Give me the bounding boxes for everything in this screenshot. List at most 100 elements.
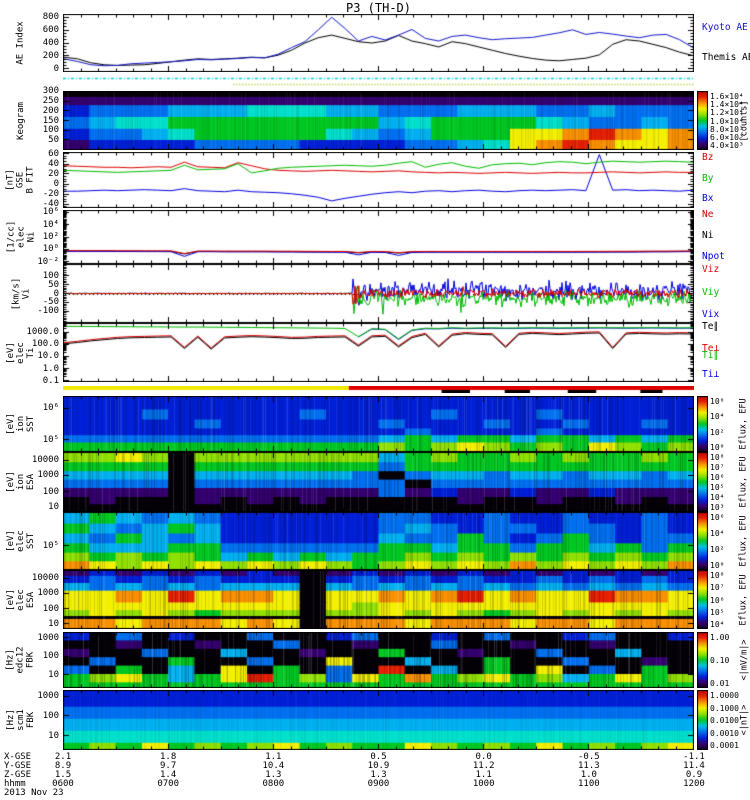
colorbar-keogram [697,91,708,150]
axis-value-hhmm-6: 1200 [683,779,705,789]
panel-esa-elec [63,570,694,629]
y-tick-label: 50 [48,135,59,146]
colorbar-tick-label: 10⁵ [710,483,725,492]
axis-value-x-gse-1: 1.8 [160,752,177,762]
series-label-bz: Bz [702,151,714,163]
axis-value-y-gse-1: 9.7 [160,761,177,771]
y-tick-label: 10⁻² [37,256,59,267]
colorbar-tick-label: 10⁸ [710,453,725,462]
colorbar-esa-ion [697,452,708,512]
colorbar-tick-label: 10⁴ [710,529,725,538]
axis-value-y-gse-4: 11.2 [472,761,495,771]
axis-value-x-gse-5: -0.5 [577,752,600,762]
y-tick-label: 20 [48,168,59,179]
y-tick-label: -40 [42,199,59,210]
axis-value-z-gse-1: 1.4 [160,770,177,780]
axis-value-x-gse-6: -1.1 [683,752,705,762]
panel-roi [63,73,694,90]
y-tick-label: 1000 [37,632,59,643]
axis-value-y-gse-6: 11.4 [683,761,705,771]
y-tick-label: 10000 [31,454,59,465]
y-tick-label: 200 [42,105,59,116]
axis-value-z-gse-4: 1.1 [475,770,492,780]
axis-row-label-y-gse: Y-GSE [4,761,32,771]
colorbar-tick-label: 10⁶ [710,397,725,406]
panel-fbk-scm1 [63,690,694,750]
colorbar-tick-label: 10⁷ [710,463,725,472]
y-tick-label: 1000.0 [26,327,59,338]
colorbar-tick-label: 10² [710,545,725,554]
y-tick-label: 100 [42,486,59,497]
y-tick-label: -100 [37,306,59,317]
axis-value-z-gse-2: 1.3 [265,770,282,780]
y-tick-label: 250 [42,95,59,106]
series-label-npot: Npot [702,250,725,262]
y-tick-label: 10⁴ [42,219,59,230]
colorbar-tick-label: 0.0001 [710,741,739,750]
axis-value-x-gse-0: 2.1 [54,752,72,762]
y-tick-label: 0 [53,179,59,190]
y-tick-label: 60 [48,148,59,159]
colorbar-tick-label: 10⁴ [710,412,725,422]
colorbar-tick-label: 1.2×10⁴ [710,108,744,118]
colorbar-tick-label: 0.0100 [710,716,739,725]
y-tick-label: 300 [42,86,59,96]
axis-value-z-gse-0: 1.5 [54,770,72,780]
y-tick-label: 1000 [37,588,59,598]
axis-value-z-gse-5: 1.0 [580,770,597,780]
colorbar-tick-label: 1.00 [710,633,730,642]
colorbar-unit-fbk-edc12: <|mV/m|> [714,640,750,681]
y-tick-label: -20 [42,189,59,200]
panel-mode-bar [63,386,694,393]
axis-value-z-gse-3: 1.3 [370,770,387,780]
panel-sst-ion [63,396,694,452]
colorbar-tick-label: 1.6×10⁴ [710,92,744,101]
axis-value-x-gse-3: 0.5 [370,752,387,762]
series-label-themis-ae: Themis AE [702,52,750,64]
axis-value-x-gse-4: 0.0 [475,752,492,762]
series-label-viz: Viz [702,264,720,276]
colorbar-tick-label: 10⁶ [710,595,725,605]
colorbar-sst-elec [697,512,708,570]
axis-row-label-x-gse: X-GSE [4,752,32,762]
plot-title: P3 (TH-D) [345,1,412,15]
y-tick-label: 0.1 [42,375,59,386]
y-tick-label: 200 [42,51,59,62]
axis-value-y-gse-3: 10.9 [367,761,390,771]
y-tick-label: 10 [48,670,59,681]
colorbar-sst-ion [697,396,708,452]
axis-value-y-gse-2: 10.4 [262,761,285,771]
series-label-ni: Ni [702,230,714,241]
axis-value-hhmm-3: 0900 [367,779,390,789]
y-tick-label: 100.0 [31,339,59,350]
colorbar-unit-sst-elec: Eflux, EFU [714,515,750,566]
colorbar-tick-label: 10⁷ [710,583,725,593]
colorbar-tick-label: 10⁴ [710,620,725,629]
y-tick-label: 1.0 [42,363,59,374]
colorbar-unit-text: <|mV/m|> [738,639,749,681]
series-label-viy: Viy [702,286,720,298]
series-label-vix: Vix [702,308,720,320]
colorbar-tick-label: 10⁰ [710,561,725,570]
colorbar-tick-label: 1.4×10⁴ [710,100,744,110]
series-label-ti: Ti⊥ [702,369,720,381]
series-label-by: By [702,173,714,184]
axis-value-hhmm-2: 0800 [262,779,285,789]
colorbar-tick-label: 6.0×10³ [710,132,744,142]
y-tick-label: 150 [42,115,59,126]
colorbar-unit-text: Eflux, EFU [739,456,749,508]
colorbar-unit-esa-elec: Eflux, EFU [714,574,750,625]
colorbar-unit-text: Eflux, EFU [739,573,749,626]
y-tick-label: 100 [42,710,59,721]
y-tick-label: 10 [48,502,59,513]
colorbar-esa-elec [697,570,708,629]
y-tick-label: 10⁵ [42,540,59,551]
colorbar-tick-label: 8.0×10³ [710,124,744,134]
y-tick-label: 800 [42,11,59,22]
y-tick-label: 10 [48,619,59,630]
colorbar-unit-text: [counts] [738,100,749,141]
colorbar-unit-text: Eflux, EFU [739,398,749,450]
colorbar-tick-label: 10⁸ [710,571,725,580]
colorbar-tick-label: 1.0×10⁴ [710,116,744,126]
panel-v-ion [63,264,694,323]
